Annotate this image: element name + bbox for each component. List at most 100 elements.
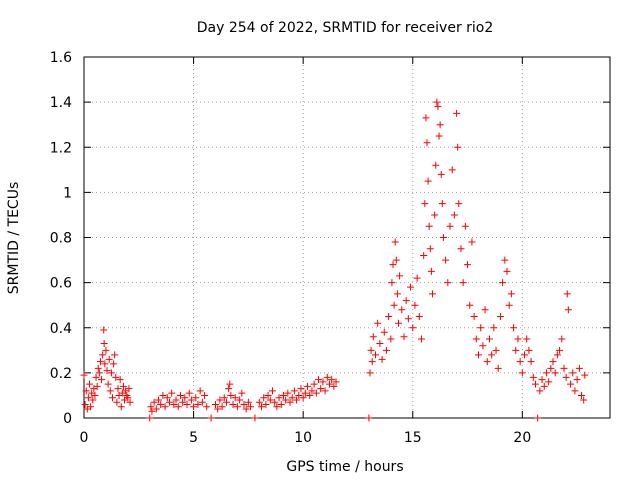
data-point [170, 400, 178, 408]
data-point [218, 403, 226, 411]
data-point [499, 279, 507, 287]
data-point [488, 351, 496, 359]
data-point [422, 114, 430, 122]
data-point [496, 312, 504, 320]
data-point [477, 324, 485, 332]
data-point [427, 267, 435, 275]
data-point [323, 373, 331, 381]
data-point [453, 109, 461, 117]
data-point [409, 324, 417, 332]
data-point [464, 261, 472, 269]
data-point [231, 394, 239, 402]
data-point [264, 391, 272, 399]
data-point [450, 211, 458, 219]
data-point [179, 398, 187, 406]
data-point [165, 398, 173, 406]
data-point [525, 346, 533, 354]
x-tick-label: 0 [80, 430, 89, 446]
data-point [172, 396, 180, 404]
data-point [80, 371, 88, 379]
data-point [483, 358, 491, 366]
data-point [433, 98, 441, 106]
data-point [529, 373, 537, 381]
data-point [113, 398, 121, 406]
data-point [551, 369, 559, 377]
x-axis-label: GPS time / hours [286, 459, 403, 475]
data-point [119, 382, 127, 390]
data-point [216, 396, 224, 404]
data-point [540, 382, 548, 390]
data-point [226, 380, 234, 388]
data-point [479, 342, 487, 350]
data-point [390, 301, 398, 309]
data-points [80, 98, 589, 422]
data-point [413, 274, 421, 282]
data-point [238, 389, 246, 397]
data-point [92, 373, 100, 381]
data-point [407, 283, 415, 291]
data-point [116, 376, 124, 384]
data-point [411, 301, 419, 309]
data-point [105, 355, 113, 363]
data-point [461, 222, 469, 230]
data-point [174, 403, 182, 411]
data-point [367, 346, 375, 354]
data-point [514, 335, 522, 343]
data-point [436, 121, 444, 129]
x-tick-label: 15 [404, 430, 422, 446]
data-point [198, 398, 206, 406]
data-point [110, 360, 118, 368]
data-point [321, 387, 329, 395]
data-point [251, 414, 259, 422]
data-point [438, 200, 446, 208]
data-point [279, 391, 287, 399]
data-point [571, 387, 579, 395]
data-point [124, 394, 132, 402]
data-point [295, 391, 303, 399]
data-point [581, 371, 589, 379]
data-point [563, 290, 571, 298]
data-point [398, 306, 406, 314]
data-point [102, 346, 110, 354]
data-point [432, 161, 440, 169]
data-point [538, 376, 546, 384]
data-point [521, 351, 529, 359]
data-point [332, 378, 340, 386]
gridlines [84, 57, 610, 418]
data-point [94, 364, 102, 372]
y-tick-label: 0.2 [50, 366, 72, 382]
data-point [389, 261, 397, 269]
data-point [229, 400, 237, 408]
data-point [531, 380, 539, 388]
data-point [376, 340, 384, 348]
data-point [437, 170, 445, 178]
data-point [299, 394, 307, 402]
data-point [163, 394, 171, 402]
data-point [286, 398, 294, 406]
data-point [545, 378, 553, 386]
data-point [147, 403, 155, 411]
data-point [404, 315, 412, 323]
data-point [512, 346, 520, 354]
data-point [366, 369, 374, 377]
data-point [107, 369, 115, 377]
data-point [424, 177, 432, 185]
data-point [117, 403, 125, 411]
data-point [183, 400, 191, 408]
data-point [207, 414, 215, 422]
data-point [104, 380, 112, 388]
y-tick-label: 0.8 [50, 231, 72, 247]
y-tick-label: 0.6 [50, 276, 72, 292]
data-point [434, 103, 442, 111]
data-point [553, 351, 561, 359]
data-point [146, 414, 154, 422]
data-point [481, 306, 489, 314]
data-point [277, 400, 285, 408]
data-point [580, 396, 588, 404]
data-point [271, 398, 279, 406]
data-point [187, 396, 195, 404]
data-point [369, 333, 377, 341]
data-point [82, 387, 90, 395]
data-point [431, 211, 439, 219]
